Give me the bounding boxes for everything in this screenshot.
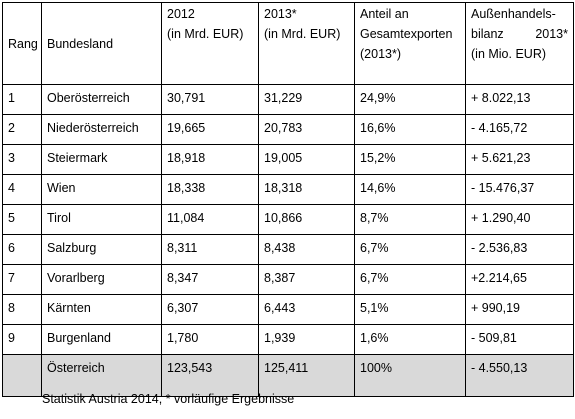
cell-bilanz: - 2.536,83 xyxy=(465,234,574,265)
cell-bundesland: Burgenland xyxy=(41,324,162,355)
cell-anteil: 16,6% xyxy=(354,114,466,145)
cell-bilanz: - 4.165,72 xyxy=(465,114,574,145)
total-2013: 125,411 xyxy=(258,354,355,397)
total-2012: 123,543 xyxy=(161,354,259,397)
cell-rang: 9 xyxy=(2,324,42,355)
table-body: 1 Oberösterreich 30,791 31,229 24,9% + 8.022,… xyxy=(2,84,574,355)
cell-anteil: 14,6% xyxy=(354,174,466,205)
cell-bundesland: Tirol xyxy=(41,204,162,235)
cell-2012: 11,084 xyxy=(161,204,259,235)
table-row: 3 Steiermark 18,918 19,005 15,2% + 5.621,23 xyxy=(2,144,574,175)
cell-2013: 10,866 xyxy=(258,204,355,235)
header-2012-unit: (in Mrd. EUR) xyxy=(167,27,244,41)
cell-2013: 19,005 xyxy=(258,144,355,175)
cell-rang: 2 xyxy=(2,114,42,145)
cell-rang: 4 xyxy=(2,174,42,205)
cell-2012: 6,307 xyxy=(161,294,259,325)
header-2013: 2013* (in Mrd. EUR) xyxy=(258,2,355,85)
header-2013-year: 2013* xyxy=(264,7,297,21)
cell-2012: 8,347 xyxy=(161,264,259,295)
source-note: Statistik Austria 2014, * vorläufige Erg… xyxy=(42,392,295,406)
header-anteil-line2: Gesamtexporten xyxy=(360,27,453,41)
table-row: 6 Salzburg 8,311 8,438 6,7% - 2.536,83 xyxy=(2,234,574,265)
cell-anteil: 24,9% xyxy=(354,84,466,115)
cell-bundesland: Wien xyxy=(41,174,162,205)
cell-bundesland: Kärnten xyxy=(41,294,162,325)
cell-2013: 18,318 xyxy=(258,174,355,205)
cell-anteil: 6,7% xyxy=(354,264,466,295)
table-row: 8 Kärnten 6,307 6,443 5,1% + 990,19 xyxy=(2,294,574,325)
cell-anteil: 1,6% xyxy=(354,324,466,355)
cell-2012: 18,338 xyxy=(161,174,259,205)
header-anteil: Anteil an Gesamtexporten (2013*) xyxy=(354,2,466,85)
cell-2012: 30,791 xyxy=(161,84,259,115)
cell-bundesland: Niederösterreich xyxy=(41,114,162,145)
total-land: Österreich xyxy=(41,354,162,397)
header-bilanz-line1: Außenhandels- xyxy=(471,7,556,21)
cell-2012: 8,311 xyxy=(161,234,259,265)
header-2012: 2012 (in Mrd. EUR) xyxy=(161,2,259,85)
cell-2012: 19,665 xyxy=(161,114,259,145)
cell-rang: 3 xyxy=(2,144,42,175)
table-row: 7 Vorarlberg 8,347 8,387 6,7% +2.214,65 xyxy=(2,264,574,295)
header-2013-unit: (in Mrd. EUR) xyxy=(264,27,341,41)
export-table: Rang Bundesland 2012 (in Mrd. EUR) 2013*… xyxy=(2,2,574,397)
cell-rang: 5 xyxy=(2,204,42,235)
header-bilanz: Außenhandels- bilanz 2013* (in Mio. EUR) xyxy=(465,2,574,85)
cell-2013: 8,387 xyxy=(258,264,355,295)
cell-bundesland: Steiermark xyxy=(41,144,162,175)
cell-2012: 1,780 xyxy=(161,324,259,355)
table-row: 1 Oberösterreich 30,791 31,229 24,9% + 8.022,… xyxy=(2,84,574,115)
cell-bundesland: Oberösterreich xyxy=(41,84,162,115)
cell-bilanz: + 990,19 xyxy=(465,294,574,325)
cell-anteil: 6,7% xyxy=(354,234,466,265)
header-anteil-line3: (2013*) xyxy=(360,47,401,61)
table-row: 4 Wien 18,338 18,318 14,6% - 15.476,37 xyxy=(2,174,574,205)
total-rang xyxy=(2,354,42,397)
table-row: 9 Burgenland 1,780 1,939 1,6% - 509,81 xyxy=(2,324,574,355)
cell-bilanz: + 5.621,23 xyxy=(465,144,574,175)
cell-bilanz: +2.214,65 xyxy=(465,264,574,295)
cell-bilanz: + 1.290,40 xyxy=(465,204,574,235)
cell-2013: 8,438 xyxy=(258,234,355,265)
cell-2013: 31,229 xyxy=(258,84,355,115)
cell-bilanz: + 8.022,13 xyxy=(465,84,574,115)
cell-anteil: 5,1% xyxy=(354,294,466,325)
table-row: 2 Niederösterreich 19,665 20,783 16,6% - 4.16… xyxy=(2,114,574,145)
cell-2013: 20,783 xyxy=(258,114,355,145)
cell-rang: 1 xyxy=(2,84,42,115)
header-bilanz-word: bilanz xyxy=(471,27,504,41)
header-bilanz-year: 2013* xyxy=(535,27,568,41)
cell-anteil: 15,2% xyxy=(354,144,466,175)
cell-2012: 18,918 xyxy=(161,144,259,175)
cell-rang: 6 xyxy=(2,234,42,265)
cell-bundesland: Salzburg xyxy=(41,234,162,265)
table-row: 5 Tirol 11,084 10,866 8,7% + 1.290,40 xyxy=(2,204,574,235)
cell-2013: 6,443 xyxy=(258,294,355,325)
cell-anteil: 8,7% xyxy=(354,204,466,235)
header-bilanz-line2: bilanz 2013* xyxy=(471,24,568,44)
cell-bundesland: Vorarlberg xyxy=(41,264,162,295)
header-bundesland: Bundesland xyxy=(41,2,162,85)
header-anteil-line1: Anteil an xyxy=(360,7,409,21)
header-bilanz-unit: (in Mio. EUR) xyxy=(471,47,547,61)
cell-rang: 8 xyxy=(2,294,42,325)
total-bilanz: - 4.550,13 xyxy=(465,354,574,397)
header-2012-year: 2012 xyxy=(167,7,195,21)
total-row: Österreich 123,543 125,411 100% - 4.550,… xyxy=(2,354,574,397)
total-anteil: 100% xyxy=(354,354,466,397)
header-row: Rang Bundesland 2012 (in Mrd. EUR) 2013*… xyxy=(2,2,574,85)
cell-bilanz: - 509,81 xyxy=(465,324,574,355)
header-rang: Rang xyxy=(2,2,42,85)
cell-bilanz: - 15.476,37 xyxy=(465,174,574,205)
cell-2013: 1,939 xyxy=(258,324,355,355)
cell-rang: 7 xyxy=(2,264,42,295)
